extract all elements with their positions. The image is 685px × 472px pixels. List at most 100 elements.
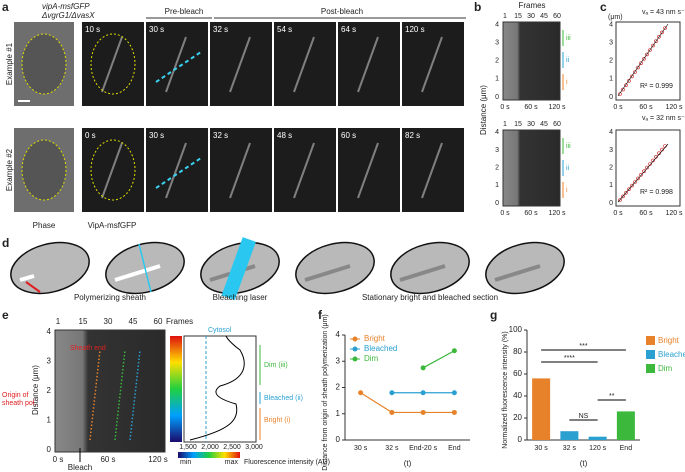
label: Stationary bright and bleached section (362, 293, 498, 302)
label: Fluorescence intensity (AU) (244, 459, 330, 466)
label: Distance (μm) (31, 365, 40, 415)
x-tick-label: End-20 s (409, 445, 438, 452)
track-point (651, 43, 655, 48)
label: 3 (495, 147, 499, 154)
x-tick-label: 30 s (535, 445, 549, 452)
point (420, 365, 426, 371)
label: 15 (79, 317, 88, 326)
significance-label: **** (564, 355, 575, 362)
label: Bleach (68, 463, 92, 472)
cell-outline (21, 33, 67, 95)
label: 120 s (405, 25, 425, 34)
label: 2 (609, 164, 613, 171)
bar (588, 436, 607, 440)
label: 0 (495, 200, 499, 207)
y-tick-label: 20 (513, 413, 522, 422)
label: 1 (56, 317, 61, 326)
bleach-line (155, 51, 202, 83)
profile-frame (183, 335, 257, 443)
plot-frame (615, 21, 681, 101)
legend-swatch (646, 336, 655, 345)
y-tick-label: 2 (336, 383, 341, 392)
legend-label: Bright (364, 334, 386, 343)
label: max (225, 459, 239, 466)
track-point (645, 165, 649, 170)
significance-label: ** (609, 393, 615, 400)
label: R² = 0.999 (640, 83, 673, 90)
legend-label: Bright (658, 336, 680, 345)
label: 1 (609, 182, 613, 189)
label: 30 (527, 121, 535, 128)
arrow (25, 281, 41, 293)
track-point (630, 74, 634, 79)
label: 2 (495, 58, 499, 65)
label: Dim (iii) (264, 362, 288, 369)
label: 45 (540, 13, 548, 20)
label: 54 s (277, 25, 292, 34)
laser (221, 237, 256, 301)
legend-label: Bleached (364, 344, 397, 353)
track-point (645, 52, 649, 57)
panel-label: e (2, 308, 9, 322)
label: 4 (495, 21, 499, 28)
fit-line (617, 23, 669, 97)
track-point (651, 158, 655, 163)
label: 0 (609, 200, 613, 207)
sheath (114, 264, 161, 282)
point (451, 348, 457, 354)
label: Bleached (ii) (264, 395, 303, 402)
label: 60 (154, 317, 163, 326)
label: min (180, 459, 191, 466)
significance-label: *** (579, 343, 587, 350)
track-point (642, 169, 646, 173)
x-tick-label: End (448, 445, 461, 452)
y-tick-label: 0 (336, 435, 341, 444)
label: 32 s (213, 25, 228, 34)
series-line (360, 392, 455, 414)
colormap-image (170, 336, 182, 442)
cell-outline (90, 33, 136, 95)
label: ii (566, 57, 570, 64)
label: i (566, 79, 568, 86)
label: 10 s (85, 25, 100, 34)
panel-label: c (600, 0, 607, 14)
cell-outline (21, 139, 67, 201)
label: 60 s (639, 210, 653, 217)
label: 60 s (341, 131, 356, 140)
track-point (648, 48, 652, 52)
sheath (357, 36, 379, 93)
track-point (633, 180, 637, 184)
label: 120 s (665, 104, 683, 111)
laser-line (138, 243, 152, 293)
label: 120 s (665, 210, 683, 217)
panel-label: d (2, 236, 9, 250)
bar (560, 431, 579, 440)
cell (10, 241, 90, 295)
label: 4 (609, 21, 613, 28)
sheath (293, 36, 315, 93)
origin-label: Origin of sheath pol. (2, 392, 37, 407)
y-tick-label: 4 (336, 330, 341, 339)
label: 30 (527, 13, 535, 20)
label: 1 (495, 182, 499, 189)
label: Pre-bleach (165, 7, 204, 16)
track-point (624, 83, 628, 87)
label: Sheath end (70, 345, 106, 352)
region-line (89, 349, 101, 441)
sheath (399, 264, 446, 282)
label: 0 (609, 94, 613, 101)
track-point (642, 56, 646, 61)
kymograph (502, 129, 561, 207)
profile (189, 335, 245, 441)
sheath (293, 142, 315, 199)
track-point (621, 194, 625, 199)
point (451, 390, 457, 396)
label: vₐ = 43 nm s⁻¹ (642, 9, 685, 16)
bar (532, 378, 551, 440)
panel-label: b (474, 0, 481, 14)
label: 45 (129, 317, 138, 326)
sheath (421, 36, 443, 93)
x-tick-label: 30 s (354, 445, 368, 452)
fit-line (617, 143, 669, 203)
label: 1 (609, 76, 613, 83)
